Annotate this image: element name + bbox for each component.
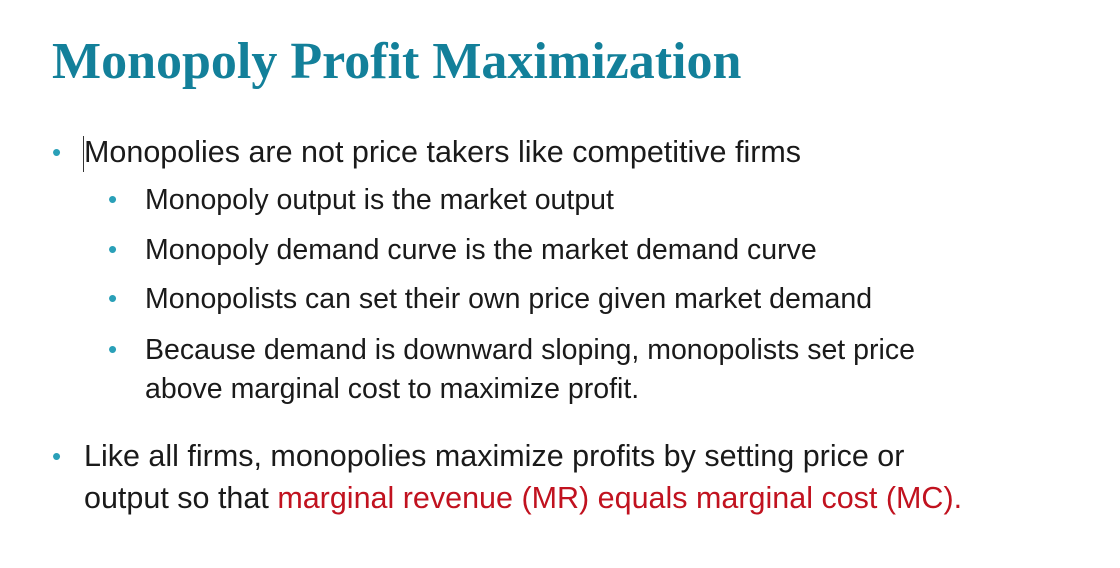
bullet-dot-icon: • — [52, 137, 62, 167]
bullet-text: Monopolists can set their own price give… — [145, 283, 873, 315]
sub-bullet-item: • Because demand is downward sloping, mo… — [108, 331, 915, 409]
bullet-text-line-1: Like all firms, monopolies maximize prof… — [84, 439, 905, 473]
sub-bullet-item: • Monopoly output is the market output — [108, 181, 614, 220]
highlighted-text: marginal revenue (MR) equals marginal co… — [277, 481, 963, 515]
text-cursor — [83, 136, 84, 172]
bullet-dot-icon: • — [108, 283, 118, 313]
bullet-item: • Like all firms, monopolies maximize pr… — [52, 435, 962, 519]
bullet-item: • Monopolies are not price takers like c… — [52, 131, 802, 173]
bullet-dot-icon: • — [108, 334, 118, 364]
bullet-text: Monopoly demand curve is the market dema… — [145, 234, 817, 266]
bullet-text-plain: output so that — [84, 481, 278, 515]
bullet-text-line-2: output so that marginal revenue (MR) equ… — [84, 477, 962, 519]
bullet-dot-icon: • — [52, 441, 62, 471]
bullet-dot-icon: • — [108, 234, 118, 264]
sub-bullet-item: • Monopolists can set their own price gi… — [108, 280, 873, 319]
slide-title: Monopoly Profit Maximization — [52, 33, 742, 90]
bullet-text: Monopolies are not price takers like com… — [84, 135, 802, 169]
bullet-text-line-1: Because demand is downward sloping, mono… — [145, 334, 915, 366]
bullet-text-line-2: above marginal cost to maximize profit. — [145, 373, 640, 405]
bullet-text: Monopoly output is the market output — [145, 184, 614, 216]
bullet-dot-icon: • — [108, 184, 118, 214]
sub-bullet-item: • Monopoly demand curve is the market de… — [108, 231, 817, 270]
